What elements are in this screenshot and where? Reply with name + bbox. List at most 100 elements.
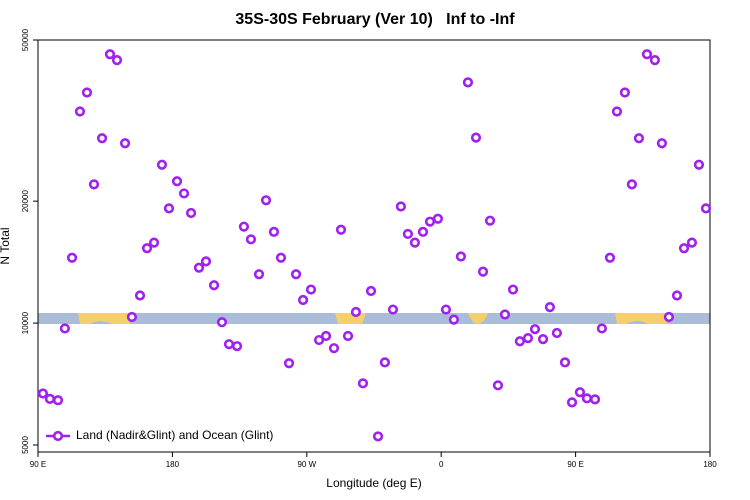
point bbox=[417, 226, 429, 237]
x-tick-label: 180 bbox=[166, 460, 180, 469]
point bbox=[96, 133, 108, 144]
point bbox=[148, 237, 160, 248]
point bbox=[350, 306, 362, 318]
point bbox=[693, 159, 705, 170]
point bbox=[275, 252, 287, 263]
point bbox=[208, 280, 220, 291]
point bbox=[409, 237, 421, 248]
point bbox=[379, 357, 391, 368]
chart-title: 35S-30S February (Ver 10) Inf to -Inf bbox=[235, 11, 515, 28]
land-patch bbox=[615, 313, 667, 324]
point bbox=[395, 201, 406, 212]
point bbox=[514, 336, 525, 347]
x-tick-label: 90 W bbox=[297, 460, 316, 469]
point bbox=[477, 266, 489, 277]
point bbox=[104, 49, 116, 60]
map-band bbox=[38, 313, 710, 324]
point bbox=[432, 213, 444, 224]
point bbox=[44, 393, 56, 404]
point bbox=[633, 133, 645, 144]
point bbox=[231, 341, 243, 352]
point bbox=[357, 378, 369, 389]
point bbox=[649, 55, 660, 66]
point bbox=[626, 179, 637, 190]
point bbox=[424, 216, 436, 227]
point bbox=[297, 294, 309, 306]
point bbox=[126, 311, 138, 323]
point bbox=[372, 431, 384, 442]
point bbox=[700, 203, 712, 214]
point bbox=[566, 397, 578, 408]
point bbox=[238, 221, 250, 232]
point bbox=[484, 215, 496, 226]
point bbox=[544, 302, 556, 313]
point bbox=[440, 304, 452, 315]
point bbox=[402, 228, 413, 240]
point bbox=[470, 132, 482, 143]
point bbox=[193, 262, 205, 273]
point bbox=[253, 269, 265, 280]
legend-marker bbox=[52, 430, 64, 442]
point bbox=[537, 333, 549, 345]
point bbox=[335, 224, 347, 235]
point bbox=[686, 237, 698, 248]
point bbox=[141, 243, 153, 254]
point bbox=[619, 87, 630, 98]
point bbox=[604, 252, 616, 263]
point bbox=[641, 49, 653, 60]
point bbox=[387, 304, 399, 315]
x-tick-label: 90 E bbox=[30, 460, 46, 469]
point bbox=[52, 395, 64, 406]
point bbox=[559, 357, 571, 368]
point bbox=[611, 106, 623, 117]
point bbox=[245, 234, 257, 245]
point bbox=[671, 290, 683, 301]
point bbox=[574, 387, 586, 398]
y-axis-label: N Total bbox=[0, 227, 12, 264]
point bbox=[551, 327, 563, 339]
point bbox=[119, 138, 131, 149]
point bbox=[678, 243, 690, 254]
point bbox=[492, 380, 504, 391]
y-tick-label: 5000 bbox=[21, 436, 30, 454]
point bbox=[163, 203, 175, 214]
point bbox=[200, 256, 212, 267]
point bbox=[365, 285, 377, 297]
point bbox=[37, 388, 49, 399]
point bbox=[462, 77, 474, 88]
point bbox=[268, 226, 280, 237]
x-tick-label: 180 bbox=[703, 460, 717, 469]
point bbox=[74, 106, 86, 117]
point bbox=[185, 207, 197, 219]
point bbox=[111, 55, 123, 66]
point bbox=[156, 159, 168, 170]
point bbox=[283, 358, 295, 369]
point bbox=[342, 330, 354, 342]
point bbox=[305, 284, 317, 295]
point bbox=[134, 290, 146, 301]
point bbox=[260, 195, 272, 206]
point bbox=[290, 269, 302, 280]
point bbox=[448, 314, 459, 325]
x-tick-label: 90 E bbox=[567, 460, 583, 469]
point bbox=[178, 188, 190, 199]
point bbox=[507, 284, 519, 295]
x-axis-label: Longitude (deg E) bbox=[326, 476, 421, 490]
y-tick-label: 20000 bbox=[21, 189, 30, 212]
point bbox=[581, 393, 593, 404]
land-patch bbox=[78, 313, 130, 324]
legend-label: Land (Nadir&Glint) and Ocean (Glint) bbox=[76, 428, 273, 442]
point bbox=[522, 333, 534, 344]
point bbox=[313, 334, 325, 346]
land-patch bbox=[335, 313, 366, 324]
ocean-band bbox=[38, 313, 710, 324]
point bbox=[66, 252, 78, 263]
point bbox=[59, 323, 70, 334]
y-tick-label: 10000 bbox=[21, 311, 30, 334]
y-tick-label: 50000 bbox=[21, 28, 30, 51]
point bbox=[589, 394, 601, 405]
x-tick-label: 0 bbox=[439, 460, 444, 469]
point bbox=[596, 323, 607, 334]
point bbox=[88, 179, 100, 190]
